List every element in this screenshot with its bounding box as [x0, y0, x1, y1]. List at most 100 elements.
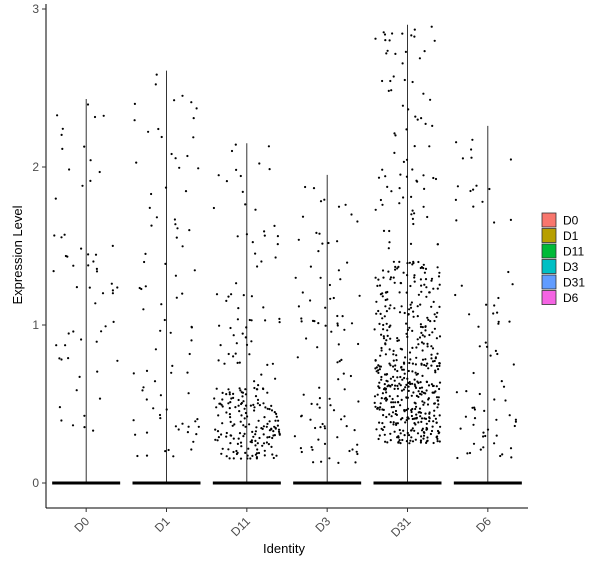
jitter-point-D11 [265, 441, 268, 444]
jitter-point-D3 [337, 378, 340, 381]
jitter-point-D11 [278, 317, 281, 320]
jitter-point-D11 [275, 454, 278, 457]
jitter-point-D3 [356, 443, 359, 446]
jitter-point-D31 [433, 409, 436, 412]
jitter-point-D31 [381, 269, 385, 272]
jitter-point-D31 [396, 339, 399, 342]
jitter-point-D6 [493, 304, 496, 307]
jitter-point-D31 [389, 439, 392, 442]
jitter-point-D1 [163, 318, 166, 322]
jitter-point-D1 [184, 190, 188, 193]
jitter-point-D11 [245, 233, 248, 236]
jitter-point-D3 [317, 250, 320, 253]
jitter-point-D31 [410, 301, 413, 304]
jitter-point-D31 [430, 429, 434, 433]
jitter-point-D31 [399, 442, 402, 445]
jitter-point-D31 [414, 385, 417, 388]
jitter-point-D11 [225, 431, 228, 435]
jitter-point-D31 [406, 328, 409, 331]
jitter-point-D11 [241, 332, 244, 335]
jitter-point-D31 [406, 274, 409, 277]
legend-key-D0 [541, 212, 557, 228]
jitter-point-D31 [380, 333, 383, 336]
jitter-point-D11 [227, 402, 230, 405]
jitter-point-D6 [483, 409, 486, 412]
jitter-point-D31 [402, 388, 405, 391]
jitter-point-D6 [514, 420, 518, 423]
jitter-point-D3 [293, 435, 296, 438]
jitter-point-D11 [251, 241, 254, 244]
jitter-point-D31 [405, 332, 408, 335]
jitter-point-D31 [411, 362, 414, 365]
jitter-point-D31 [397, 401, 400, 404]
jitter-point-D31 [388, 348, 391, 351]
jitter-point-D3 [346, 261, 349, 264]
jitter-point-D31 [404, 50, 407, 54]
jitter-point-D31 [406, 396, 409, 399]
jitter-point-D11 [241, 190, 244, 193]
jitter-point-D31 [374, 359, 377, 362]
jitter-point-D1 [142, 308, 145, 311]
jitter-point-D31 [430, 279, 433, 282]
jitter-point-D11 [272, 434, 275, 437]
jitter-point-D31 [413, 276, 416, 279]
jitter-point-D31 [425, 422, 428, 425]
jitter-point-D1 [196, 418, 199, 421]
jitter-point-D1 [188, 229, 191, 232]
jitter-point-D31 [426, 403, 430, 406]
jitter-point-D0 [78, 375, 81, 378]
jitter-point-D1 [173, 218, 176, 221]
jitter-point-D11 [249, 457, 252, 460]
jitter-point-D11 [264, 406, 267, 409]
jitter-point-D31 [407, 108, 410, 111]
jitter-point-D31 [386, 298, 389, 301]
jitter-point-D1 [190, 448, 193, 451]
jitter-point-D31 [438, 335, 442, 338]
jitter-point-D11 [274, 426, 277, 429]
jitter-point-D3 [343, 415, 346, 418]
jitter-point-D1 [145, 369, 149, 372]
jitter-point-D31 [407, 369, 410, 373]
jitter-point-D31 [397, 265, 400, 268]
jitter-point-D0 [58, 406, 62, 409]
jitter-point-D31 [392, 421, 395, 424]
jitter-point-D11 [234, 143, 237, 146]
jitter-point-D31 [396, 384, 399, 387]
jitter-point-D6 [493, 221, 496, 224]
jitter-point-D31 [394, 364, 397, 367]
jitter-point-D11 [258, 162, 261, 165]
jitter-point-D3 [317, 438, 320, 441]
jitter-point-D31 [396, 337, 399, 340]
jitter-point-D31 [408, 308, 411, 311]
jitter-point-D1 [164, 262, 167, 265]
jitter-point-D31 [427, 318, 430, 321]
jitter-point-D0 [60, 358, 63, 361]
jitter-point-D11 [235, 452, 238, 456]
jitter-point-D31 [388, 362, 391, 365]
jitter-point-D31 [389, 421, 392, 424]
jitter-point-D3 [300, 320, 303, 323]
jitter-point-D31 [407, 389, 410, 392]
jitter-point-D31 [411, 417, 414, 421]
jitter-point-D31 [415, 179, 418, 182]
jitter-point-D31 [407, 381, 410, 385]
jitter-point-D31 [398, 260, 401, 263]
jitter-point-D31 [377, 278, 380, 281]
jitter-point-D1 [145, 454, 149, 457]
jitter-point-D6 [497, 322, 500, 325]
jitter-point-D11 [277, 428, 281, 431]
jitter-point-D31 [417, 293, 420, 296]
x-tick-label: D31 [388, 514, 414, 540]
jitter-point-D6 [472, 423, 475, 426]
jitter-point-D31 [378, 381, 381, 384]
jitter-point-D3 [311, 448, 314, 451]
jitter-point-D3 [294, 276, 297, 279]
jitter-point-D31 [385, 339, 388, 342]
jitter-point-D31 [429, 98, 432, 101]
jitter-point-D31 [396, 387, 400, 390]
jitter-point-D3 [336, 240, 339, 243]
jitter-point-D3 [300, 414, 303, 417]
jitter-point-D0 [95, 270, 99, 273]
jitter-point-D31 [413, 280, 416, 283]
jitter-point-D6 [473, 408, 476, 411]
